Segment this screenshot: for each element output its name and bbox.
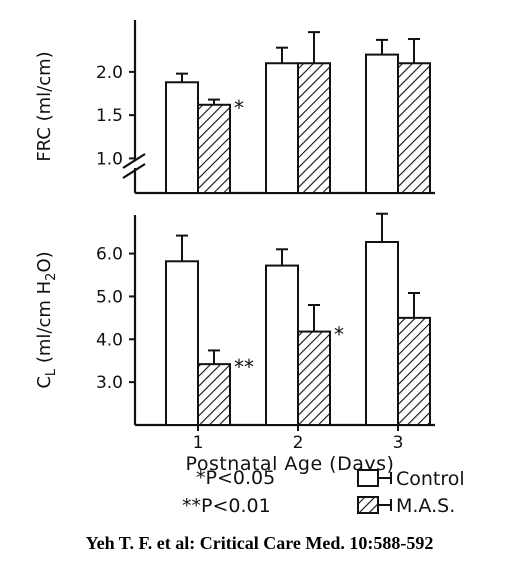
significance-mark: **: [234, 355, 254, 379]
y-tick-label: 2.0: [96, 63, 123, 83]
significance-mark: *: [334, 323, 344, 347]
x-tick-label: 3: [393, 433, 404, 453]
bar-mas: [197, 363, 231, 426]
chart-layer: 1.0 1.5 2.0 FRC (ml/cm) * 3.0 4.0 5.0 6.0 CL (ml/…: [34, 20, 435, 475]
bar-mas: [297, 62, 331, 194]
legend-significance-1: *P<0.05: [196, 467, 275, 489]
y-tick-label: 5.0: [96, 287, 123, 307]
citation: Yeh T. F. et al: Critical Care Med. 10:5…: [85, 533, 434, 553]
bar-control: [265, 264, 299, 427]
y-tick-label: 3.0: [96, 373, 123, 393]
x-tick-label: 1: [193, 433, 204, 453]
bar-control: [165, 260, 199, 426]
legend-swatch-control: [357, 469, 379, 487]
y-tick-label: 1.5: [96, 106, 123, 126]
legend-label-control: Control: [396, 468, 465, 490]
bar-mas: [397, 316, 431, 427]
panel-top: 1.0 1.5 2.0 FRC (ml/cm) *: [34, 20, 435, 195]
bar-control: [165, 81, 199, 194]
legend: *P<0.05 **P<0.01 Control M.A.S.: [182, 467, 465, 517]
y-axis-label: FRC (ml/cm): [34, 51, 55, 161]
bar-mas: [197, 103, 231, 194]
legend-significance-2: **P<0.01: [182, 495, 271, 517]
bar-control: [365, 53, 399, 194]
y-tick-label: 6.0: [96, 245, 123, 265]
significance-mark: *: [234, 96, 244, 120]
legend-label-mas: M.A.S.: [396, 495, 455, 517]
axis-break-mark: [122, 153, 146, 169]
x-tick-label: 2: [293, 433, 304, 453]
y-tick-label: 4.0: [96, 330, 123, 350]
y-tick-label: 1.0: [96, 149, 123, 169]
x-axis-label: Postnatal Age (Days): [186, 453, 395, 475]
bar-control: [365, 241, 399, 426]
bar-control: [265, 62, 299, 194]
legend-swatch-mas: [357, 496, 379, 514]
panel-bottom: 3.04.05.06.0CL (ml/cm H2O)1 2 3***Postnata…: [34, 212, 435, 475]
bar-mas: [297, 330, 331, 427]
y-axis-label: CL (ml/cm H2O): [34, 251, 59, 388]
axis-break-mark: [122, 163, 146, 179]
bar-mas: [397, 62, 431, 194]
